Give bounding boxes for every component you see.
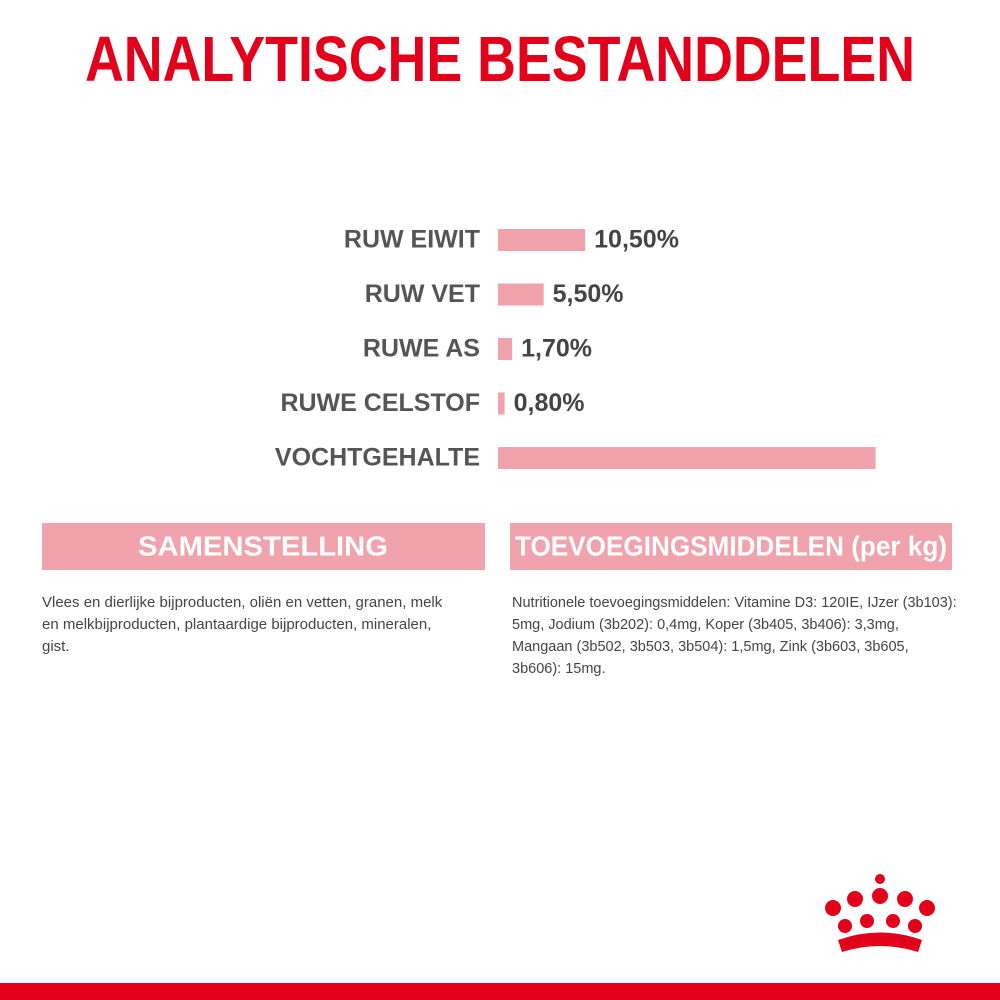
category-label: RUWE AS [363,335,480,363]
section-header-bg [510,523,952,570]
section-body: Nutritionele toevoegingsmiddelen: Vitami… [512,595,957,677]
category-label: RUWE CELSTOF [280,389,480,417]
bar [498,283,544,306]
category-label: RUW VET [365,280,480,308]
footer-bar [0,983,1000,1000]
logo [825,874,935,952]
value-label: 10,50% [594,226,679,254]
title: ANALYTISCHE BESTANDDELEN [85,23,915,95]
section-header-bg [42,523,485,570]
value-label: 5,50% [553,280,624,308]
category-label: VOCHTGEHALTE [275,444,480,472]
bar [498,338,513,360]
category-label: RUW EIWIT [344,226,480,254]
section-title: TOEVOEGINGSMIDDELEN (per kg) [515,530,947,561]
section-title: SAMENSTELLING [138,530,388,561]
bar [498,392,505,415]
value-label: 1,70% [521,335,592,363]
value-label: 0,80% [514,389,585,417]
section-body: Vlees en dierlijke bijproducten, oliën e… [42,594,443,655]
bar [498,447,876,469]
bar [498,229,586,251]
